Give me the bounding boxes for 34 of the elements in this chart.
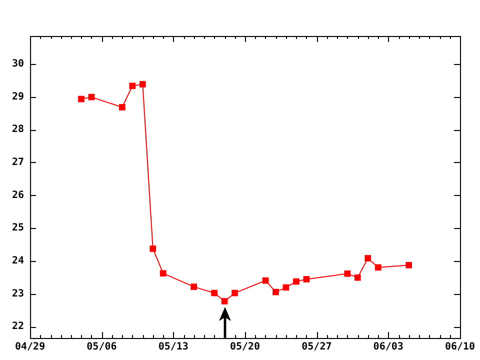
x-tick-label: 06/03: [373, 342, 404, 353]
point: [78, 96, 84, 102]
y-tick-label: 24: [12, 255, 24, 266]
x-tick-label: 05/27: [302, 342, 332, 353]
point: [139, 81, 146, 88]
point: [344, 270, 351, 277]
point: [374, 264, 382, 271]
y-tick-label: 28: [12, 124, 24, 136]
point: [354, 274, 361, 281]
point: [364, 255, 372, 262]
point: [221, 298, 228, 304]
point: [293, 278, 300, 285]
point: [160, 270, 166, 277]
point: [150, 246, 156, 252]
point: [211, 290, 218, 296]
point: [303, 276, 310, 282]
point: [232, 290, 238, 296]
y-tick-label: 23: [12, 288, 24, 300]
y-tick-label: 29: [12, 91, 24, 102]
point: [118, 104, 126, 110]
y-tick-label: 22: [12, 321, 24, 332]
point: [129, 82, 136, 90]
y-tick-label: 27: [12, 156, 24, 168]
y-tick-label: 26: [12, 190, 24, 201]
x-tick-label: 05/06: [86, 342, 117, 353]
x-tick-label: 05/20: [230, 342, 260, 353]
point: [272, 288, 279, 296]
x-tick-label: 04/29: [14, 342, 46, 353]
point: [406, 262, 412, 268]
y-tick-label: 30: [12, 58, 24, 70]
x-tick-label: 06/10: [444, 342, 476, 353]
point: [190, 284, 198, 290]
x-tick-label: 05/13: [158, 342, 188, 353]
y-tick-label: 25: [12, 222, 24, 234]
